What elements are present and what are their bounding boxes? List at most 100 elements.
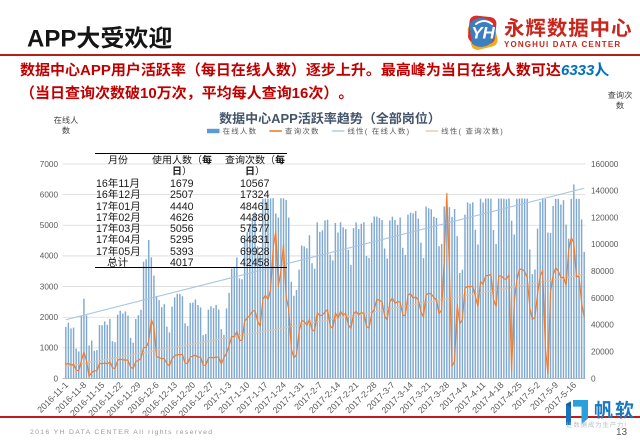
svg-text:16: 16 [292, 85, 309, 102]
svg-text:60000: 60000 [591, 294, 614, 303]
subtitle-line1: APP 6333 [20, 61, 610, 81]
table-cell: 64831 [240, 233, 270, 252]
svg-text:140000: 140000 [591, 187, 619, 196]
table-cell: 69928 [240, 245, 270, 264]
table-cell: 17 05 [96, 245, 141, 264]
table-cell: 17 03 [96, 222, 141, 241]
svg-text:4626: 4626 [170, 212, 194, 224]
right-axis-labels: 0 20000 40000 60000 80000 100000 120000 140000 1… [591, 160, 619, 383]
svg-text:12: 12 [118, 189, 130, 201]
legend-item-label: () [347, 127, 411, 136]
header-logo-name-cn [504, 16, 633, 43]
svg-text:03: 03 [118, 223, 130, 235]
svg-text:0: 0 [53, 374, 58, 383]
svg-text:11: 11 [118, 178, 129, 190]
table-cell: 44880 [240, 211, 270, 230]
footer-tagline: ! [566, 421, 628, 430]
table-cell: 4626 [170, 211, 194, 230]
svg-text:APP: APP [271, 111, 298, 126]
svg-text:42458: 42458 [240, 257, 270, 269]
table-cell: 4440 [170, 200, 194, 219]
svg-text:57577: 57577 [240, 223, 270, 235]
svg-text:04: 04 [118, 234, 130, 246]
table-cell: 1679 [170, 177, 194, 196]
svg-text:40000: 40000 [591, 321, 614, 330]
legend-item-label [222, 127, 256, 135]
table-cell: 57577 [240, 222, 270, 241]
svg-text:10567: 10567 [240, 178, 270, 190]
subtitle-highlight: 6333 [561, 61, 610, 79]
svg-text:(: ( [459, 127, 463, 136]
svg-text:7000: 7000 [40, 160, 59, 169]
svg-text:05: 05 [118, 246, 130, 258]
svg-text:16: 16 [96, 178, 108, 190]
left-axis-labels: 0 1000 2000 3000 4000 5000 6000 7000 [40, 160, 59, 383]
table-cell: 5295 [170, 233, 194, 252]
table-cell: 16 11 [96, 177, 141, 196]
svg-text:80000: 80000 [591, 267, 614, 276]
svg-text:6000: 6000 [40, 190, 59, 199]
svg-text:17: 17 [96, 234, 108, 246]
svg-text:100000: 100000 [591, 240, 619, 249]
x-axis-labels: 2016-11-12016-11-82016-11-152016-11-2220… [35, 380, 578, 419]
table-cell: 17 01 [96, 200, 141, 219]
table-cell: 42458 [240, 256, 270, 275]
subtitle-line1-main: APP [20, 61, 561, 79]
table-cell [107, 256, 129, 275]
svg-text:2507: 2507 [170, 189, 194, 201]
svg-text:48461: 48461 [240, 200, 270, 212]
footer-rule-line [0, 416, 640, 419]
svg-text:5393: 5393 [170, 246, 194, 258]
table-cell: 4017 [170, 256, 194, 275]
svg-text:2000: 2000 [40, 313, 59, 322]
svg-text:17324: 17324 [240, 189, 270, 201]
svg-text:APP: APP [80, 62, 111, 79]
yonghui-logo-icon: YH [467, 15, 498, 50]
svg-text:17: 17 [96, 246, 108, 258]
svg-text:4440: 4440 [170, 200, 194, 212]
svg-text:YH: YH [471, 24, 495, 43]
svg-text:1000: 1000 [40, 344, 59, 353]
page-number: 13 [616, 427, 628, 438]
title-rule-line [0, 54, 640, 56]
svg-text:): ) [407, 127, 411, 136]
svg-text:5295: 5295 [170, 234, 194, 246]
fanruan-logo-icon [566, 400, 588, 425]
page-title: APP [27, 24, 173, 55]
line-series-queries [65, 192, 585, 377]
svg-text:17: 17 [96, 200, 108, 212]
svg-text:160000: 160000 [591, 160, 619, 169]
table-cell: 48461 [240, 200, 270, 219]
header-logo-name-en: YONGHUI DATA CENTER [504, 39, 622, 49]
svg-text:02: 02 [118, 212, 130, 224]
svg-text:17: 17 [96, 223, 108, 235]
table-cell: 17 02 [96, 211, 141, 230]
table-cell: 5056 [170, 222, 194, 241]
svg-text:6333: 6333 [561, 62, 595, 79]
header-logo: YH YONGHUI DATA CENTER [464, 10, 640, 54]
svg-text:1679: 1679 [170, 178, 194, 190]
svg-text:17: 17 [96, 212, 108, 224]
svg-text:5000: 5000 [40, 221, 59, 230]
svg-text:01: 01 [118, 200, 130, 212]
svg-text:20000: 20000 [591, 347, 614, 356]
svg-text:4017: 4017 [170, 257, 194, 269]
svg-text:(: ( [365, 127, 369, 136]
table-cell: 2507 [170, 188, 194, 207]
subtitle-line2: 10 16 [20, 84, 354, 104]
svg-text:APP: APP [27, 25, 76, 52]
svg-text:64831: 64831 [240, 234, 270, 246]
table-cell: 17324 [240, 188, 270, 207]
svg-text:69928: 69928 [240, 246, 270, 258]
svg-text:5056: 5056 [170, 223, 194, 235]
chart-title: APP [219, 111, 433, 126]
svg-text:16: 16 [96, 189, 108, 201]
svg-text:): ) [500, 127, 504, 136]
table-header-cell [108, 154, 129, 172]
table-cell: 16 12 [96, 188, 141, 207]
trend-line [65, 187, 585, 321]
monthly-summary-table: 16 11 1679 10567 16 12 2507 17324 17 01 4440 48461 1… [95, 153, 287, 269]
svg-text:0: 0 [591, 374, 596, 383]
svg-text:3000: 3000 [40, 282, 59, 291]
